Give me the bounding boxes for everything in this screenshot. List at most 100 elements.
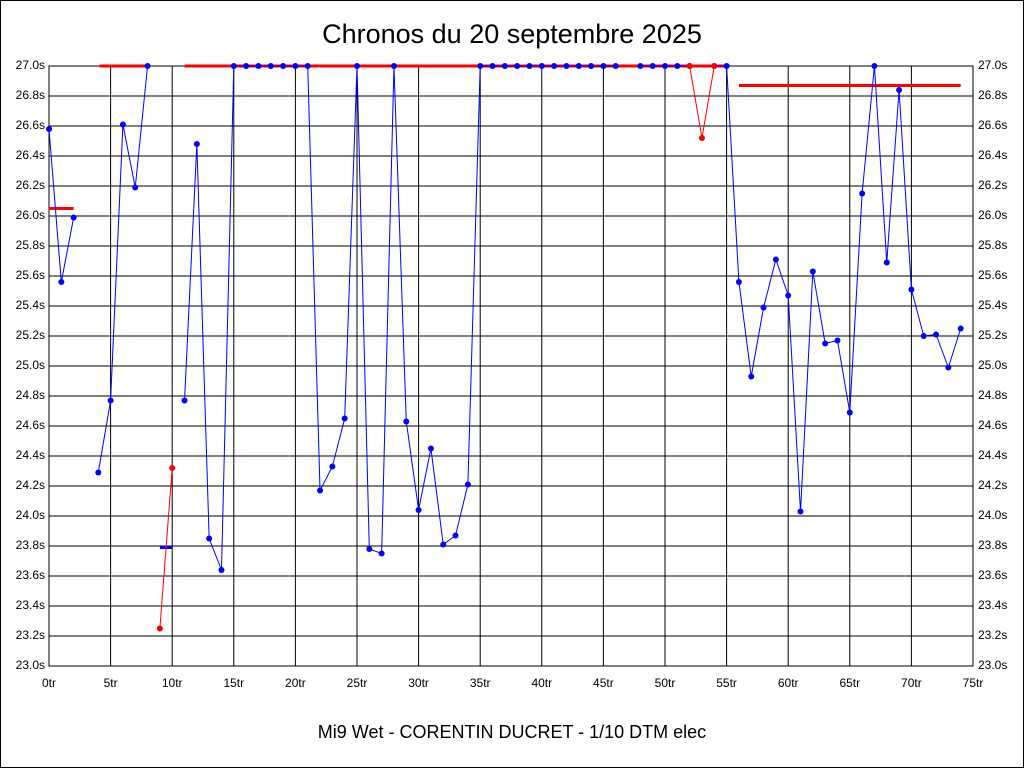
lap-point xyxy=(156,625,163,632)
y-tick-label: 23.2s xyxy=(16,628,45,642)
lap-point xyxy=(526,63,533,69)
y-tick-label-right: 23.4s xyxy=(978,598,1007,612)
x-tick-label: 35tr xyxy=(470,676,491,690)
y-tick-label: 25.6s xyxy=(16,268,45,282)
y-tick-label-right: 23.8s xyxy=(978,538,1007,552)
lap-point xyxy=(748,373,755,380)
y-tick-label: 24.0s xyxy=(16,508,45,522)
lap-point xyxy=(711,63,718,69)
lap-point xyxy=(317,487,324,494)
y-tick-label: 26.0s xyxy=(16,208,45,222)
lap-point xyxy=(551,63,558,69)
y-tick-label: 27.0s xyxy=(16,58,45,72)
lap-point xyxy=(575,63,582,69)
lap-point xyxy=(366,546,373,552)
y-tick-label: 24.6s xyxy=(16,418,45,432)
lap-point xyxy=(908,286,915,293)
lap-point xyxy=(662,63,668,69)
lap-point xyxy=(896,87,903,93)
y-tick-label-right: 23.2s xyxy=(978,628,1007,642)
lap-point xyxy=(95,469,102,476)
y-tick-label-right: 26.4s xyxy=(978,148,1007,162)
lap-point xyxy=(772,256,779,263)
lap-point xyxy=(600,63,607,69)
lap-point xyxy=(193,141,200,147)
lap-point xyxy=(883,259,890,266)
x-tick-label: 40tr xyxy=(531,676,552,690)
y-tick-label: 26.8s xyxy=(16,88,45,102)
y-tick-label: 24.4s xyxy=(16,448,45,462)
lap-point xyxy=(144,63,151,69)
x-tick-label: 75tr xyxy=(963,676,984,690)
lap-point xyxy=(809,268,816,275)
y-tick-label: 25.2s xyxy=(16,328,45,342)
y-tick-label-right: 24.0s xyxy=(978,508,1007,522)
y-tick-label: 23.4s xyxy=(16,598,45,612)
x-tick-label: 10tr xyxy=(162,676,183,690)
lap-point xyxy=(612,63,619,69)
y-tick-label-right: 24.4s xyxy=(978,448,1007,462)
lap-point xyxy=(403,418,410,425)
lap-point xyxy=(871,63,878,69)
y-tick-label-right: 25.4s xyxy=(978,298,1007,312)
x-tick-label: 65tr xyxy=(839,676,860,690)
lap-point xyxy=(119,121,126,128)
lap-point xyxy=(218,567,225,573)
y-tick-label: 26.2s xyxy=(16,178,45,192)
lap-point xyxy=(698,135,705,141)
lap-point xyxy=(735,279,742,285)
x-tick-label: 25tr xyxy=(347,676,368,690)
lap-point xyxy=(563,63,570,69)
y-tick-label: 24.2s xyxy=(16,478,45,492)
lap-point xyxy=(46,126,52,132)
y-tick-label: 23.6s xyxy=(16,568,45,582)
lap-point xyxy=(723,63,730,69)
lap-point xyxy=(427,445,434,452)
y-tick-label-right: 24.6s xyxy=(978,418,1007,432)
lap-point xyxy=(304,63,311,69)
lap-point xyxy=(255,63,262,69)
lap-point xyxy=(243,63,250,69)
lap-point xyxy=(440,541,447,548)
x-tick-label: 50tr xyxy=(655,676,676,690)
y-tick-label-right: 25.8s xyxy=(978,238,1007,252)
y-tick-label: 26.4s xyxy=(16,148,45,162)
lap-point xyxy=(267,63,274,69)
lap-point xyxy=(489,63,496,69)
y-tick-label-right: 26.0s xyxy=(978,208,1007,222)
y-tick-label-right: 26.2s xyxy=(978,178,1007,192)
lap-point xyxy=(846,409,853,416)
lap-point xyxy=(637,63,644,69)
lap-point xyxy=(280,63,287,69)
lap-point xyxy=(785,292,792,299)
y-tick-label: 23.8s xyxy=(16,538,45,552)
lap-point xyxy=(132,184,139,191)
lap-point xyxy=(230,63,237,69)
lap-point xyxy=(649,63,656,69)
x-tick-label: 20tr xyxy=(285,676,306,690)
y-tick-label: 25.0s xyxy=(16,358,45,372)
lap-point xyxy=(760,304,767,311)
lap-point xyxy=(797,508,804,515)
lap-point xyxy=(514,63,521,69)
y-tick-label-right: 26.8s xyxy=(978,88,1007,102)
y-tick-label-right: 25.2s xyxy=(978,328,1007,342)
lap-point xyxy=(538,63,545,69)
lap-point xyxy=(329,463,336,470)
x-tick-label: 5tr xyxy=(104,676,118,690)
lap-point xyxy=(169,465,176,471)
lap-point xyxy=(822,340,829,347)
lap-point xyxy=(859,190,866,197)
lap-point xyxy=(107,397,114,404)
lap-point xyxy=(58,279,65,285)
lap-point xyxy=(181,397,188,404)
lap-point xyxy=(674,63,681,69)
lap-point xyxy=(933,331,940,338)
y-tick-label: 23.0s xyxy=(16,658,45,672)
y-tick-label-right: 24.8s xyxy=(978,388,1007,402)
x-tick-label: 45tr xyxy=(593,676,614,690)
lap-point xyxy=(415,507,422,513)
